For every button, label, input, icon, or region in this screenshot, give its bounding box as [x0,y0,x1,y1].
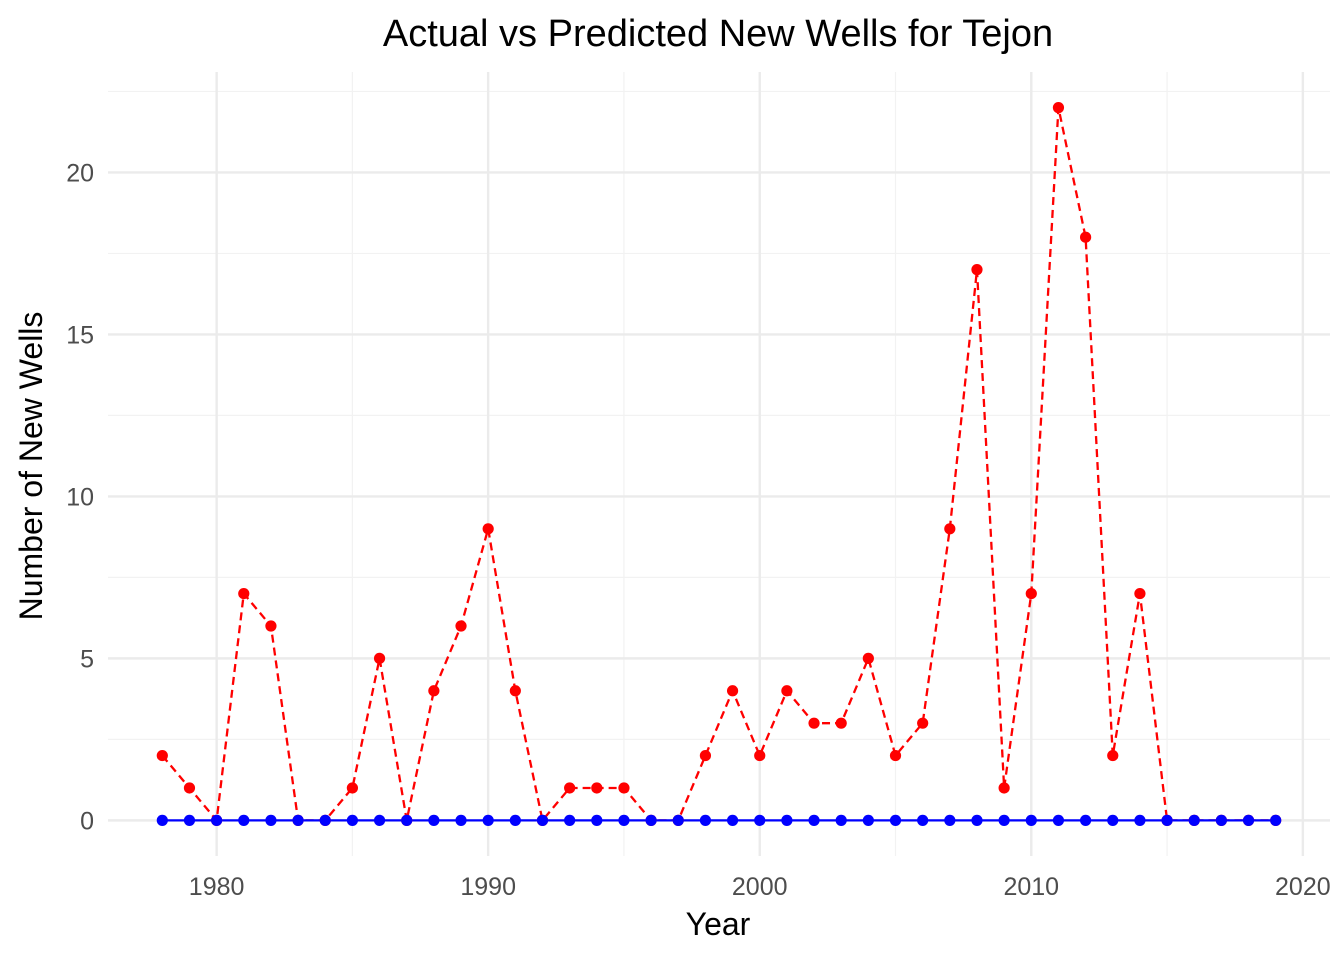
data-point-series-1 [754,814,766,826]
data-point-series-0 [564,782,576,794]
data-point-series-1 [428,814,440,826]
data-point-series-1 [536,814,549,826]
data-point-series-0 [265,620,277,632]
data-point-series-1 [373,814,386,826]
data-point-series-1 [265,814,277,826]
data-point-series-1 [971,814,983,826]
data-point-series-1 [645,814,657,826]
data-point-series-1 [564,814,576,826]
data-point-series-1 [1134,814,1146,826]
data-point-series-0 [889,749,902,762]
data-point-series-1 [699,814,712,826]
data-point-series-1 [238,814,250,826]
data-points [156,102,1282,826]
y-axis-ticks: 0 5 10 15 20 [66,159,94,835]
y-tick-label: 15 [66,321,94,349]
data-point-series-0 [726,685,739,697]
data-point-series-1 [835,814,847,826]
x-tick-label: 1980 [189,873,245,901]
data-point-series-0 [373,652,386,664]
data-point-series-1 [292,814,304,826]
data-point-series-1 [889,814,902,826]
data-point-series-0 [346,782,358,794]
data-point-series-1 [781,814,793,826]
data-point-series-0 [482,523,494,535]
data-point-series-0 [781,685,793,697]
data-point-series-1 [1107,814,1119,826]
data-point-series-1 [211,814,223,826]
data-point-series-1 [808,814,820,826]
data-point-series-0 [917,717,929,729]
x-axis-title: Year [686,906,751,942]
data-point-series-0 [1080,231,1092,243]
data-point-series-1 [1215,814,1227,826]
x-tick-label: 2000 [732,873,788,901]
data-point-series-0 [699,749,712,762]
x-axis-ticks: 1980 1990 2000 2010 2020 [189,873,1331,901]
data-point-series-0 [618,782,630,794]
data-point-series-0 [862,652,874,664]
grid-lines [108,72,1330,856]
x-tick-label: 2020 [1275,873,1331,901]
data-point-series-0 [1025,587,1037,600]
data-point-series-1 [1270,814,1282,826]
data-point-series-1 [944,814,956,826]
data-point-series-0 [455,620,467,632]
y-tick-label: 0 [80,807,94,835]
chart-title: Actual vs Predicted New Wells for Tejon [383,13,1053,55]
data-point-series-0 [156,749,168,762]
data-point-series-1 [672,814,684,826]
data-point-series-0 [591,782,603,794]
data-point-series-0 [1052,102,1065,114]
data-point-series-1 [862,814,874,826]
data-point-series-1 [183,814,196,826]
data-point-series-0 [944,523,956,535]
data-point-series-0 [971,264,983,276]
data-point-series-0 [509,685,521,697]
y-tick-label: 5 [80,645,94,673]
x-tick-label: 2010 [1003,873,1059,901]
data-point-series-1 [1242,814,1255,826]
data-point-series-1 [455,814,467,826]
series-lines [161,107,1276,824]
data-point-series-0 [428,685,440,697]
data-point-series-1 [618,814,630,826]
data-point-series-0 [998,782,1010,794]
y-tick-label: 10 [66,483,94,511]
data-point-series-1 [319,814,331,826]
data-point-series-1 [1052,814,1065,826]
data-point-series-1 [1025,814,1037,826]
data-point-series-0 [238,587,250,600]
data-point-series-1 [1188,814,1200,826]
data-point-series-0 [835,717,847,729]
data-point-series-0 [183,782,196,794]
data-point-series-1 [1080,814,1092,826]
data-point-series-1 [156,814,168,826]
y-tick-label: 20 [66,159,94,187]
data-point-series-1 [401,814,413,826]
data-point-series-0 [754,749,766,762]
data-point-series-1 [346,814,358,826]
data-point-series-1 [1161,814,1173,826]
series-line-0 [161,107,1276,824]
x-tick-label: 1990 [460,873,516,901]
data-point-series-1 [917,814,929,826]
data-point-series-1 [726,814,739,826]
data-point-series-1 [482,814,494,826]
data-point-series-0 [1134,587,1146,600]
data-point-series-1 [998,814,1010,826]
data-point-series-0 [1107,749,1119,762]
data-point-series-1 [591,814,603,826]
y-axis-title: Number of New Wells [13,312,49,621]
data-point-series-0 [808,717,820,729]
data-point-series-1 [509,814,521,826]
